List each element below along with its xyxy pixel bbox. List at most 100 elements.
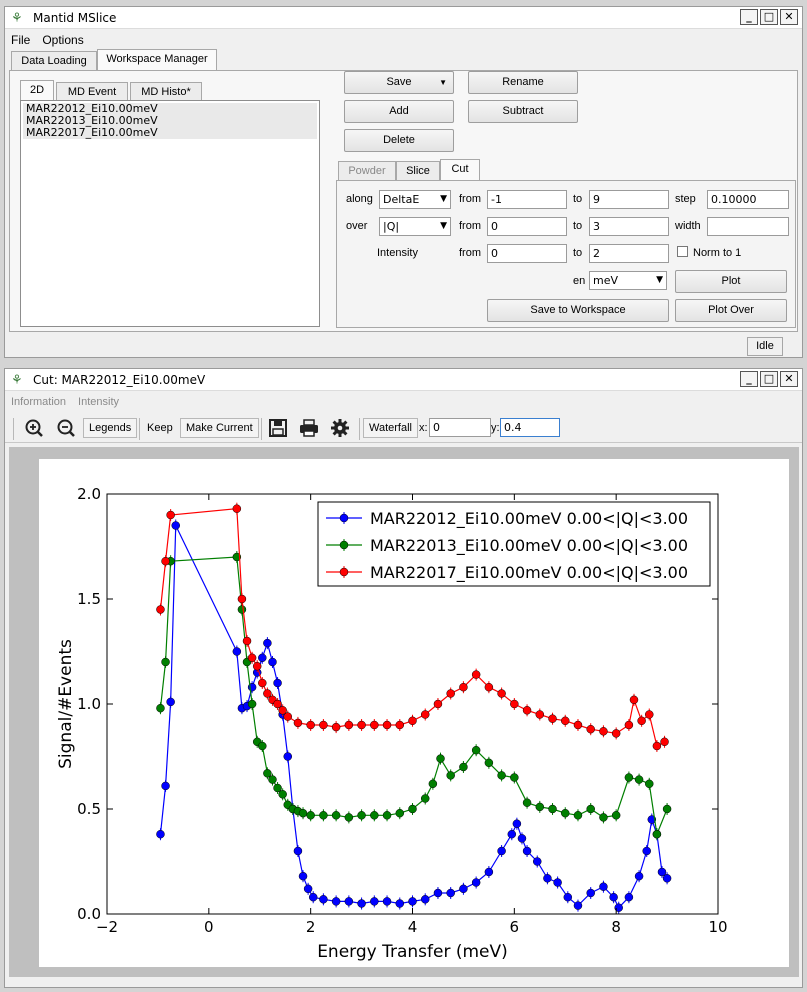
data-point <box>258 653 267 663</box>
data-point <box>258 741 267 751</box>
data-point <box>507 829 517 839</box>
zoom-in-icon[interactable] <box>23 418 45 438</box>
plot-button[interactable]: Plot <box>675 270 787 293</box>
minimize-icon[interactable]: _ <box>740 371 758 387</box>
tab-cut[interactable]: Cut <box>440 159 480 180</box>
waterfall-y-field[interactable]: 0.4 <box>500 418 560 437</box>
plot-over-button[interactable]: Plot Over <box>675 299 787 322</box>
data-point <box>510 699 519 709</box>
data-point <box>522 798 532 807</box>
make-current-button[interactable]: Make Current <box>180 418 259 438</box>
waterfall-button[interactable]: Waterfall <box>363 418 418 438</box>
data-point <box>586 804 595 814</box>
list-item[interactable]: MAR22013_Ei10.00meV <box>23 115 317 127</box>
print-icon[interactable] <box>298 418 320 438</box>
data-point <box>420 710 430 719</box>
en-label: en <box>573 275 586 287</box>
over-from-field[interactable]: 0 <box>487 217 567 236</box>
keep-button[interactable]: Keep <box>147 422 173 434</box>
norm-checkbox[interactable] <box>677 246 688 257</box>
data-point <box>166 697 175 707</box>
rename-button[interactable]: Rename <box>468 71 578 94</box>
figure-canvas[interactable]: −2 0 2 4 6 8 10 0.0 0.5 1.0 1.5 2.0 Energy Transfer … <box>9 447 799 977</box>
delete-button[interactable]: Delete <box>344 129 454 152</box>
settings-gear-icon[interactable] <box>329 418 351 438</box>
data-point <box>247 653 257 663</box>
save-button[interactable]: Save ▼ <box>344 71 454 94</box>
along-select[interactable]: DeltaE ▼ <box>379 190 451 209</box>
workspace-list[interactable]: MAR22012_Ei10.00meV MAR22013_Ei10.00meV … <box>20 100 320 327</box>
plot-toolbar: Legends Keep Make Current Waterfall x: 0… <box>5 411 802 443</box>
data-point <box>382 897 392 906</box>
tab-2d[interactable]: 2D <box>20 80 54 101</box>
data-point <box>662 804 672 814</box>
along-from-field[interactable]: -1 <box>487 190 567 209</box>
toolbar-separator <box>359 418 360 440</box>
en-select[interactable]: meV ▼ <box>589 271 667 290</box>
over-select[interactable]: |Q| ▼ <box>379 217 451 236</box>
data-point <box>395 720 405 730</box>
list-item[interactable]: MAR22012_Ei10.00meV <box>23 103 317 115</box>
data-point <box>370 811 379 820</box>
zoom-out-icon[interactable] <box>55 418 77 438</box>
data-point <box>599 813 608 822</box>
cut-chart[interactable]: −2 0 2 4 6 8 10 0.0 0.5 1.0 1.5 2.0 Energy Transfer … <box>9 447 799 977</box>
data-point <box>408 897 417 906</box>
over-to-field[interactable]: 3 <box>589 217 669 236</box>
y-axis-label: Signal/#Events <box>56 639 76 769</box>
dropdown-arrow-icon: ▼ <box>440 194 447 204</box>
data-point <box>652 829 662 839</box>
data-point <box>408 804 417 814</box>
data-point <box>161 781 170 791</box>
step-field[interactable]: 0.10000 <box>707 190 789 209</box>
menu-file[interactable]: File <box>11 33 31 47</box>
minimize-icon[interactable]: _ <box>740 9 758 25</box>
legends-button[interactable]: Legends <box>83 418 138 438</box>
tab-data-loading[interactable]: Data Loading <box>11 51 97 71</box>
intensity-from-field[interactable]: 0 <box>487 244 567 263</box>
data-point <box>232 552 242 562</box>
data-point <box>268 657 277 667</box>
close-icon[interactable]: ✕ <box>780 9 798 25</box>
data-point <box>436 754 445 763</box>
data-point <box>344 720 354 730</box>
maximize-icon[interactable]: □ <box>760 9 778 25</box>
save-icon[interactable] <box>267 418 289 438</box>
data-point <box>543 874 552 883</box>
tab-md-event[interactable]: MD Event <box>56 82 128 102</box>
tab-slice[interactable]: Slice <box>396 161 440 181</box>
maximize-icon[interactable]: □ <box>760 371 778 387</box>
intensity-to-field[interactable]: 2 <box>589 244 669 263</box>
legend-label: MAR22012_Ei10.00meV 0.00<|Q|<3.00 <box>370 509 688 529</box>
data-point <box>232 504 242 513</box>
data-point <box>331 722 341 732</box>
waterfall-x-field[interactable]: 0 <box>429 418 491 437</box>
along-to-field[interactable]: 9 <box>589 190 669 209</box>
tab-powder[interactable]: Powder <box>338 161 396 181</box>
data-point <box>609 892 618 902</box>
close-icon[interactable]: ✕ <box>780 371 798 387</box>
data-point <box>331 811 341 820</box>
data-point <box>283 712 293 721</box>
data-point <box>657 867 667 877</box>
data-point <box>512 819 522 828</box>
tab-workspace-manager[interactable]: Workspace Manager <box>97 49 217 70</box>
save-to-workspace-button[interactable]: Save to Workspace <box>487 299 669 322</box>
data-point <box>303 884 313 894</box>
x-tick-label: 6 <box>510 918 520 936</box>
menu-information[interactable]: Information <box>11 396 67 408</box>
subtract-button[interactable]: Subtract <box>468 100 578 123</box>
menu-intensity[interactable]: Intensity <box>78 396 119 408</box>
data-point <box>298 808 308 818</box>
add-button[interactable]: Add <box>344 100 454 123</box>
menu-options[interactable]: Options <box>42 33 84 47</box>
data-point <box>599 727 608 736</box>
list-item[interactable]: MAR22017_Ei10.00meV <box>23 127 317 139</box>
data-point <box>563 892 573 902</box>
data-point <box>553 878 562 887</box>
width-field[interactable] <box>707 217 789 236</box>
data-point <box>586 724 595 734</box>
tab-md-histo[interactable]: MD Histo* <box>130 82 202 102</box>
data-point <box>561 716 570 726</box>
data-point <box>161 556 170 566</box>
